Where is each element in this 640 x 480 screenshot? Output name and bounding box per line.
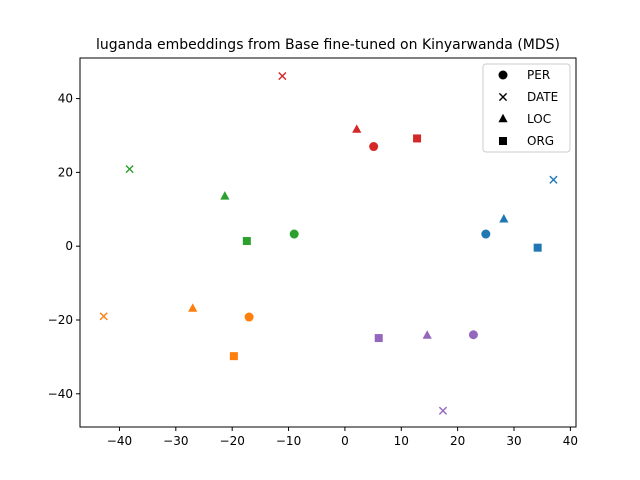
y-tick-label: 0: [65, 239, 73, 253]
x-tick-label: 30: [506, 434, 521, 448]
legend: PER DATE LOC ORG: [482, 63, 571, 153]
chart-title: luganda embeddings from Base fine-tuned …: [96, 37, 560, 53]
legend-circle-icon: [498, 70, 508, 80]
point-blue-circle: [481, 229, 491, 239]
legend-triangle-icon: [498, 113, 508, 123]
y-tick-label: −40: [48, 387, 73, 401]
point-orange-triangle: [188, 303, 198, 312]
x-tick-label: −30: [163, 434, 188, 448]
legend-square-icon: [499, 137, 507, 145]
point-orange-square: [229, 352, 238, 361]
point-blue-triangle: [499, 214, 509, 223]
point-green-triangle: [220, 191, 230, 200]
point-red-square: [413, 134, 422, 143]
point-purple-x: [438, 406, 448, 415]
x-tick-label: 10: [394, 434, 409, 448]
legend-label: DATE: [527, 90, 558, 104]
point-red-circle: [369, 142, 379, 152]
axes-frame: [79, 57, 577, 428]
x-tick-label: 40: [563, 434, 578, 448]
point-red-x: [278, 71, 287, 81]
point-purple-square: [374, 334, 383, 343]
point-blue-x: [549, 175, 558, 184]
point-purple-triangle: [422, 330, 432, 339]
legend-x-icon: [498, 92, 508, 102]
y-tick-label: 40: [58, 92, 73, 106]
legend-label: ORG: [527, 134, 554, 148]
y-tick-label: 20: [58, 165, 73, 179]
x-tick-label: −20: [220, 434, 245, 448]
point-purple-circle: [468, 330, 478, 340]
point-green-square: [242, 237, 251, 246]
data-points: [99, 71, 558, 415]
x-tick-label: 0: [341, 434, 349, 448]
point-orange-circle: [244, 312, 254, 322]
point-green-x: [125, 164, 134, 174]
legend-box: [482, 63, 571, 153]
point-orange-x: [99, 312, 108, 321]
point-green-circle: [289, 229, 299, 239]
legend-label: PER: [527, 68, 550, 82]
x-tick-label: 20: [450, 434, 465, 448]
legend-label: LOC: [527, 112, 551, 126]
point-blue-square: [533, 243, 542, 252]
x-tick-label: −40: [107, 434, 132, 448]
point-red-triangle: [352, 124, 362, 133]
axis-ticks: −40 −30 −20 −10 0 10 20 30 40 −40 −20 0 20 40: [48, 92, 578, 448]
x-tick-label: −10: [276, 434, 301, 448]
y-tick-label: −20: [48, 313, 73, 327]
